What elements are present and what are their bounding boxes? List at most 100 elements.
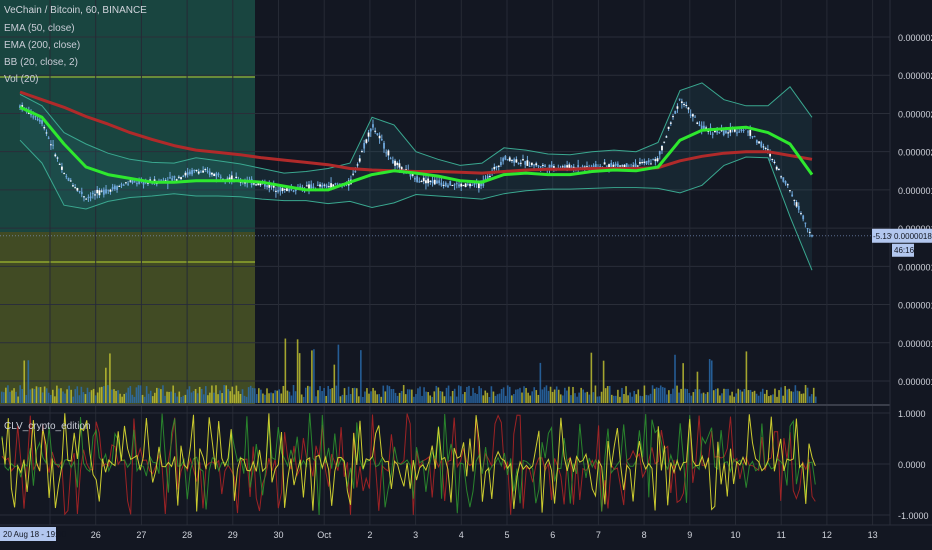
- candle-body: [634, 163, 637, 168]
- volume-bar: [247, 387, 250, 403]
- indicator-label[interactable]: BB (20, close, 2): [4, 57, 78, 68]
- candle-body: [583, 166, 586, 168]
- volume-bar: [347, 386, 350, 403]
- candle-body: [669, 122, 672, 124]
- volume-bar: [294, 391, 297, 403]
- candle-body: [674, 110, 677, 114]
- volume-bar: [639, 395, 642, 403]
- x-tick-label: 9: [687, 530, 692, 540]
- candle-body: [493, 166, 496, 170]
- volume-bar: [604, 388, 607, 403]
- volume-bar: [733, 396, 735, 403]
- candle-body: [694, 116, 696, 118]
- candle-body: [577, 165, 580, 169]
- volume-bar: [398, 392, 401, 403]
- volume-bar: [364, 391, 366, 403]
- volume-bar: [302, 396, 305, 403]
- volume-bar: [419, 386, 421, 403]
- volume-bar: [778, 390, 780, 403]
- volume-bar: [411, 389, 413, 403]
- candle-body: [623, 164, 626, 168]
- candle-body: [460, 183, 463, 187]
- volume-bar: [731, 391, 733, 403]
- volume-bar: [35, 386, 38, 403]
- countdown-flag-bg: [892, 243, 914, 257]
- x-tick-label: Oct: [317, 530, 332, 540]
- volume-bar: [268, 393, 270, 403]
- clv-green-line: [1, 412, 816, 516]
- candle-body: [369, 128, 372, 132]
- volume-bar: [710, 360, 713, 403]
- candle-body: [566, 165, 569, 168]
- candle-body: [215, 173, 218, 177]
- candle-body: [440, 182, 443, 186]
- volume-bar: [388, 386, 391, 403]
- indicator-label[interactable]: EMA (200, close): [4, 40, 80, 51]
- candle-body: [358, 158, 361, 162]
- volume-bar: [755, 393, 758, 403]
- volume-bar: [409, 389, 411, 403]
- candle-body: [319, 184, 321, 187]
- volume-bar: [88, 392, 91, 403]
- volume-bar: [521, 392, 523, 403]
- volume-bar: [590, 352, 593, 403]
- volume-bar: [262, 393, 264, 403]
- candle-body: [188, 171, 191, 175]
- candle-body: [444, 182, 447, 187]
- candle-body: [462, 185, 465, 187]
- volume-bar: [333, 364, 336, 403]
- volume-bar: [237, 391, 240, 403]
- volume-bar: [345, 395, 348, 403]
- volume-bar: [568, 386, 570, 403]
- volume-bar: [229, 391, 232, 403]
- volume-bar: [562, 395, 564, 403]
- candle-body: [676, 106, 679, 109]
- volume-bar: [358, 396, 360, 403]
- volume-bar: [1, 391, 3, 403]
- volume-bar: [139, 385, 142, 403]
- candle-body: [654, 159, 657, 162]
- candle-body: [94, 194, 96, 196]
- volume-bar: [449, 396, 452, 403]
- candle-body: [447, 185, 449, 188]
- candle-body: [164, 180, 167, 182]
- x-tick-label: 7: [596, 530, 601, 540]
- candle-body: [43, 126, 46, 129]
- indicator-label[interactable]: EMA (50, close): [4, 23, 75, 34]
- osc-tick-label: 0.0000: [898, 460, 926, 470]
- volume-bar: [41, 392, 44, 403]
- volume-bar: [592, 392, 595, 403]
- volume-bar: [160, 389, 162, 403]
- oscillator-title[interactable]: CLV_crypto_edition: [4, 421, 91, 432]
- candle-body: [471, 184, 474, 186]
- candle-body: [56, 157, 59, 159]
- candle-body: [272, 184, 275, 188]
- volume-bar: [215, 385, 217, 403]
- candle-body: [506, 159, 509, 161]
- volume-bar: [749, 389, 752, 403]
- volume-bar: [796, 390, 799, 403]
- volume-bar: [794, 385, 797, 403]
- candle-body: [109, 189, 112, 192]
- volume-bar: [476, 394, 478, 403]
- candle-body: [658, 151, 661, 155]
- candle-body: [268, 183, 271, 188]
- volume-bar: [633, 390, 635, 403]
- volume-bar: [62, 391, 64, 403]
- y-tick-label: 0.00000185: [898, 262, 932, 272]
- indicator-label[interactable]: Vol (20): [4, 74, 38, 85]
- candle-body: [409, 172, 412, 177]
- volume-bar: [274, 390, 276, 403]
- candle-body: [184, 172, 187, 176]
- volume-bar: [678, 392, 680, 403]
- candle-body: [45, 132, 48, 134]
- symbol-title[interactable]: VeChain / Bitcoin, 60, BINANCE: [4, 5, 147, 16]
- candle-body: [197, 171, 200, 174]
- x-tick-label: 27: [136, 530, 146, 540]
- volume-bar: [286, 390, 289, 403]
- change-flag-text: -5.13%: [873, 232, 898, 241]
- candle-body: [310, 184, 313, 190]
- volume-bar: [672, 388, 674, 403]
- candle-body: [354, 171, 357, 173]
